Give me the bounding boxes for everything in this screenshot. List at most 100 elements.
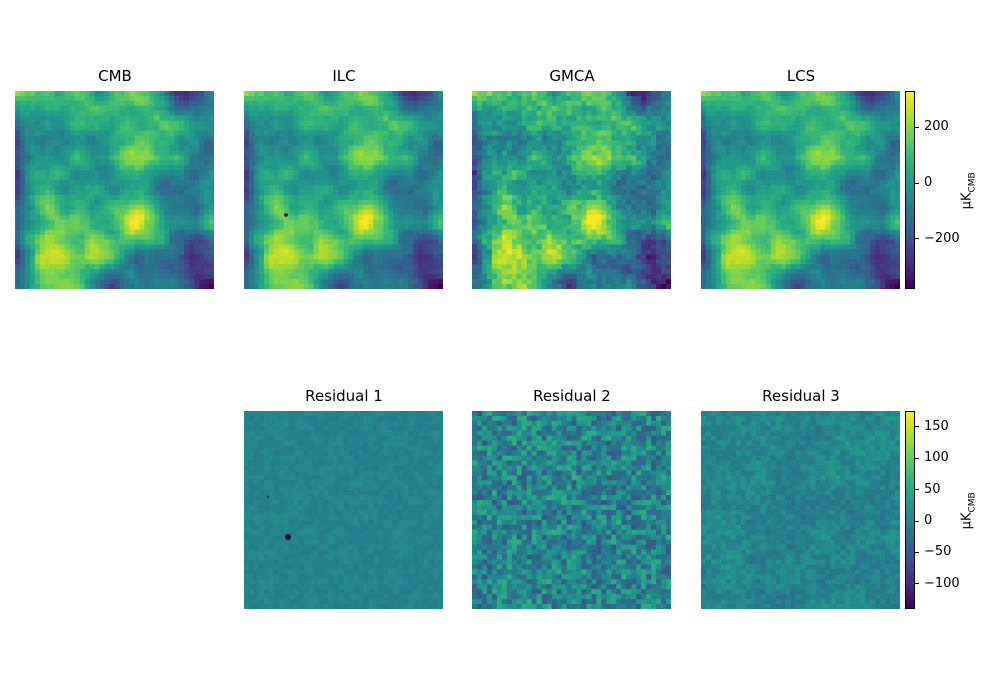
ilc-cell <box>393 125 399 132</box>
gmca-cell <box>551 204 558 211</box>
gmca-cell <box>641 234 647 241</box>
cmb-cell <box>149 160 155 166</box>
cmb-cell <box>99 110 106 117</box>
gmca-cell <box>586 115 592 122</box>
ilc-cell <box>423 199 429 206</box>
ilc-cell <box>413 219 419 226</box>
gmca-cell <box>566 150 573 156</box>
ilc-cell <box>358 150 364 156</box>
gmca-cell <box>486 190 493 196</box>
gmca-cell <box>626 284 632 289</box>
ilc-cell <box>323 145 330 151</box>
ilc-cell <box>308 91 315 97</box>
cmb-cell <box>109 234 116 241</box>
ilc-cell <box>318 185 325 191</box>
gmca-cell <box>581 199 588 206</box>
gmca-cell <box>636 194 642 201</box>
lcs-cell <box>730 110 737 117</box>
ilc-cell <box>273 150 280 156</box>
gmca-cell <box>526 130 533 137</box>
gmca-cell <box>526 284 533 289</box>
cmb-cell <box>54 175 61 181</box>
cmb-cell <box>79 105 86 112</box>
ilc-cell <box>438 234 443 241</box>
ilc-cell <box>273 199 280 206</box>
gmca-cell <box>576 249 583 255</box>
ilc-cell <box>353 234 360 241</box>
gmca-cell <box>626 91 632 97</box>
cmb-cell <box>159 284 165 289</box>
ilc-cell <box>253 175 260 181</box>
cmb-cell <box>174 199 180 206</box>
cmb-cell <box>94 194 101 201</box>
cmb-cell <box>44 105 51 112</box>
cmb-cell <box>114 125 121 132</box>
gmca-cell <box>666 209 671 216</box>
gmca-cell <box>511 150 518 156</box>
gmca-cell <box>526 259 533 265</box>
gmca-cell <box>596 279 602 285</box>
lcs-cell <box>870 95 876 102</box>
lcs-cell <box>815 100 821 107</box>
gmca-cell <box>551 185 558 191</box>
ilc-cell <box>403 160 409 166</box>
cmb-cell <box>54 160 61 166</box>
ilc-cell <box>363 239 369 246</box>
gmca-cell <box>646 100 652 107</box>
gmca-cell <box>616 274 622 280</box>
ilc-cell <box>373 105 379 112</box>
gmca-cell <box>531 135 538 142</box>
ilc-cell <box>428 145 434 151</box>
cmb-cell <box>79 199 86 206</box>
gmca-cell <box>661 224 667 231</box>
gmca-cell <box>651 115 657 122</box>
cmb-cell <box>199 279 205 285</box>
gmca-cell <box>631 264 637 270</box>
ilc-cell <box>328 194 335 201</box>
ilc-cell <box>348 155 355 161</box>
ilc-cell <box>308 180 315 186</box>
cmb-cell <box>99 170 106 176</box>
cmb-cell <box>179 229 185 236</box>
cmb-cell <box>174 185 180 191</box>
ilc-cell <box>248 269 255 275</box>
cmb-cell <box>124 264 131 270</box>
cmb-cell <box>79 135 86 142</box>
lcs-cell <box>755 100 762 107</box>
gmca-cell <box>596 165 602 171</box>
cmb-cell <box>79 180 86 186</box>
ilc-cell <box>413 180 419 186</box>
gmca-cell <box>656 120 662 127</box>
ilc-cell <box>353 199 360 206</box>
ilc-cell <box>263 214 270 221</box>
cmb-cell <box>74 95 81 102</box>
cmb-cell <box>159 219 165 226</box>
cmb-cell <box>39 155 46 161</box>
ilc-cell <box>253 229 260 236</box>
lcs-cell <box>720 100 727 107</box>
lcs-cell <box>725 110 732 117</box>
cmb-cell <box>114 150 121 156</box>
gmca-cell <box>616 209 622 216</box>
cmb-cell <box>154 115 160 122</box>
ilc-cell <box>308 214 315 221</box>
ilc-cell <box>388 125 394 132</box>
gmca-cell <box>556 190 563 196</box>
gmca-cell <box>526 145 533 151</box>
ilc-cell <box>418 185 424 191</box>
cmb-cell <box>134 209 140 216</box>
lcs-cell <box>855 95 861 102</box>
cmb-cell <box>39 254 46 260</box>
ilc-cell <box>263 199 270 206</box>
ilc-cell <box>408 204 414 211</box>
ilc-cell <box>278 105 285 112</box>
gmca-cell <box>476 274 483 280</box>
ilc-cell <box>378 91 384 97</box>
cmb-cell <box>109 284 116 289</box>
cmb-cell <box>24 170 31 176</box>
gmca-cell <box>621 190 627 196</box>
cmb-cell <box>39 145 46 151</box>
ilc-cell <box>388 105 394 112</box>
gmca-cell <box>666 239 671 246</box>
gmca-cell <box>621 175 627 181</box>
